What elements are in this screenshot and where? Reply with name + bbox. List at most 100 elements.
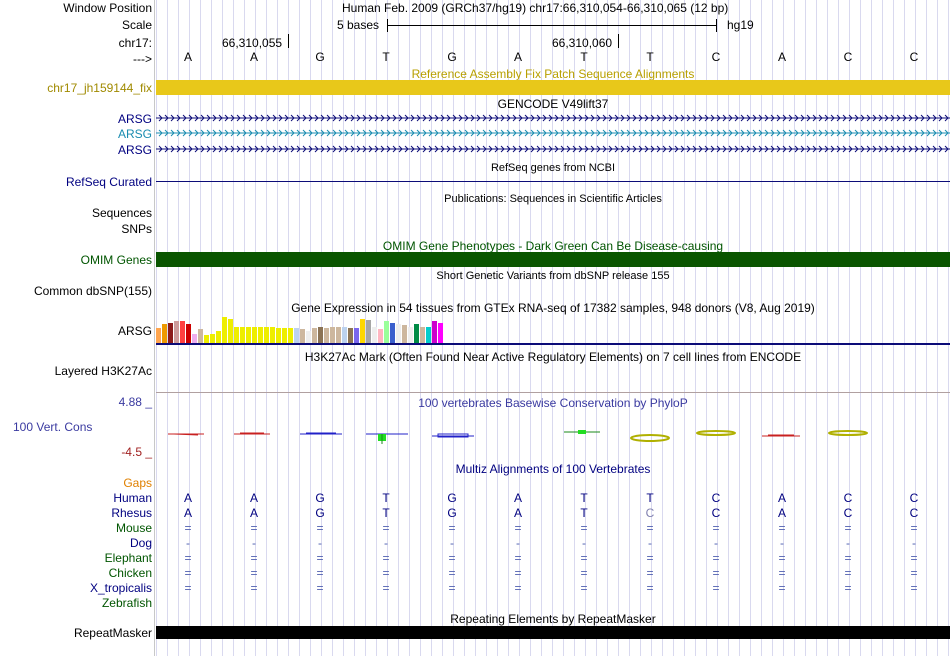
multiz-base: = (184, 581, 192, 595)
gtex-tissue-bar[interactable] (384, 321, 389, 343)
gtex-chart[interactable] (156, 315, 950, 345)
multiz-base: C (909, 491, 919, 505)
gtex-tissue-bar[interactable] (210, 334, 215, 343)
grid-line (200, 0, 201, 656)
multiz-species-label[interactable]: Human (113, 491, 152, 505)
gtex-tissue-bar[interactable] (162, 324, 167, 343)
gtex-tissue-bar[interactable] (222, 317, 227, 343)
gtex-tissue-bar[interactable] (366, 320, 371, 343)
gencode-label-2[interactable]: ARSG (117, 127, 152, 141)
gtex-tissue-bar[interactable] (354, 328, 359, 343)
gtex-tissue-bar[interactable] (396, 324, 401, 343)
omim-bar[interactable] (156, 252, 950, 267)
multiz-species-label[interactable]: Mouse (115, 521, 152, 535)
gtex-tissue-bar[interactable] (294, 328, 299, 343)
publications-snps-label[interactable]: SNPs (121, 222, 152, 236)
multiz-base: A (513, 491, 522, 505)
gtex-tissue-bar[interactable] (270, 327, 275, 343)
h3k27ac-label[interactable]: Layered H3K27Ac (54, 364, 152, 378)
gtex-tissue-bar[interactable] (390, 323, 395, 343)
multiz-species-label[interactable]: Chicken (108, 566, 152, 580)
grid-line (475, 0, 476, 656)
grid-line (860, 0, 861, 656)
gtex-tissue-bar[interactable] (180, 321, 185, 343)
gtex-tissue-bar[interactable] (258, 327, 263, 343)
gtex-tissue-bar[interactable] (300, 329, 305, 343)
gtex-tissue-bar[interactable] (372, 327, 377, 343)
fix-patch-label[interactable]: chr17_jh159144_fix (47, 81, 152, 95)
phylop-score-9 (762, 434, 800, 437)
grid-line (541, 0, 542, 656)
phylop-scores[interactable] (156, 420, 950, 450)
dbsnp-label[interactable]: Common dbSNP(155) (33, 284, 152, 298)
coord-tick-mark-1 (288, 34, 289, 48)
multiz-species-label[interactable]: Zebrafish (101, 596, 152, 610)
base-letter: T (580, 50, 588, 64)
gtex-tissue-bar[interactable] (168, 323, 173, 343)
gtex-tissue-bar[interactable] (288, 328, 293, 343)
gtex-tissue-bar[interactable] (402, 325, 407, 343)
gtex-tissue-bar[interactable] (378, 329, 383, 343)
gtex-tissue-bar[interactable] (264, 327, 269, 343)
multiz-base: = (184, 521, 192, 535)
multiz-species-label[interactable]: Dog (129, 536, 152, 550)
multiz-base: = (580, 581, 588, 595)
gtex-tissue-bar[interactable] (246, 327, 251, 343)
gtex-tissue-bar[interactable] (252, 327, 257, 343)
multiz-gaps-label[interactable]: Gaps (123, 476, 152, 490)
fix-patch-bar[interactable] (156, 80, 950, 95)
multiz-species-label[interactable]: Elephant (104, 551, 152, 565)
gtex-tissue-bar[interactable] (330, 327, 335, 343)
repeatmasker-bar[interactable] (156, 626, 950, 639)
strand-arrows (158, 145, 949, 153)
gtex-tissue-bar[interactable] (360, 319, 365, 343)
grid-line (167, 0, 168, 656)
coord-tick-1: 66,310,055 (222, 36, 283, 50)
gtex-tissue-bar[interactable] (192, 334, 197, 343)
gtex-tissue-bar[interactable] (306, 331, 311, 343)
gtex-tissue-bar[interactable] (342, 327, 347, 343)
gtex-tissue-bar[interactable] (228, 319, 233, 343)
omim-label[interactable]: OMIM Genes (80, 253, 152, 267)
gtex-tissue-bar[interactable] (204, 335, 209, 343)
gtex-tissue-bar[interactable] (414, 324, 419, 343)
multiz-base: C (645, 506, 655, 520)
multiz-species-label[interactable]: X_tropicalis (89, 581, 152, 595)
gtex-tissue-bar[interactable] (420, 327, 425, 343)
refseq-label[interactable]: RefSeq Curated (65, 175, 152, 189)
coord-tick-2: 66,310,060 (552, 36, 613, 50)
gtex-tissue-bar[interactable] (174, 321, 179, 343)
multiz-base: - (252, 536, 256, 550)
gtex-tissue-bar[interactable] (318, 327, 323, 343)
gtex-tissue-bar[interactable] (408, 327, 413, 343)
gtex-tissue-bar[interactable] (198, 329, 203, 343)
gencode-label-1[interactable]: ARSG (117, 112, 152, 126)
gtex-tissue-bar[interactable] (156, 328, 161, 343)
base-letter: A (249, 50, 258, 64)
base-letter: C (909, 50, 919, 64)
repeatmasker-label[interactable]: RepeatMasker (73, 626, 152, 640)
gtex-label[interactable]: ARSG (117, 324, 152, 338)
gtex-tissue-bar[interactable] (432, 321, 437, 343)
gtex-tissue-bar[interactable] (324, 328, 329, 343)
gtex-tissue-bar[interactable] (240, 327, 245, 343)
gtex-tissue-bar[interactable] (276, 328, 281, 343)
gtex-tissue-bar[interactable] (216, 331, 221, 343)
multiz-base: - (582, 536, 586, 550)
gtex-tissue-bar[interactable] (426, 327, 431, 343)
scale-db: hg19 (727, 18, 754, 32)
gtex-tissue-bar[interactable] (234, 327, 239, 343)
window-position-text[interactable]: Human Feb. 2009 (GRCh37/hg19) chr17:66,3… (342, 1, 729, 15)
phylop-label[interactable]: 100 Vert. Cons (13, 420, 93, 434)
gtex-tissue-bar[interactable] (348, 328, 353, 343)
gencode-transcripts[interactable] (156, 112, 950, 158)
publications-sequences-label[interactable]: Sequences (91, 206, 152, 220)
gtex-tissue-bar[interactable] (282, 328, 287, 343)
gtex-tissue-bar[interactable] (186, 324, 191, 343)
gtex-tissue-bar[interactable] (336, 327, 341, 343)
gtex-tissue-bar[interactable] (438, 323, 443, 343)
gencode-label-3[interactable]: ARSG (117, 143, 152, 157)
multiz-species-label[interactable]: Rhesus (111, 506, 152, 520)
refseq-gene-line[interactable] (156, 181, 950, 182)
gtex-tissue-bar[interactable] (312, 328, 317, 343)
